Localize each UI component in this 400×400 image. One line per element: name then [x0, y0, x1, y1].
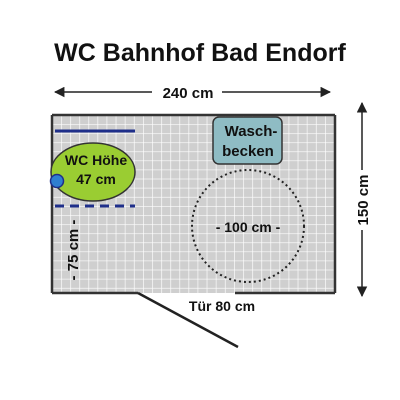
toilet-label-line1: WC Höhe [65, 152, 127, 168]
washbasin-box [212, 116, 283, 165]
door-label: Tür 80 cm [189, 298, 255, 314]
height-label-bg [352, 170, 372, 230]
washbasin-label-line2: becken [222, 143, 274, 160]
flush-button-icon [49, 173, 65, 189]
width-label: 240 cm [163, 85, 214, 102]
washbasin: Wasch- becken [212, 116, 283, 165]
toilet-bowl [50, 142, 136, 202]
height-dimension: 150 cm [352, 101, 372, 298]
width-label-bg [152, 82, 222, 102]
turning-circle-outline [191, 169, 305, 283]
distance-label: - 75 cm - [65, 220, 82, 281]
plan-title: WC Bahnhof Bad Endorf [54, 39, 346, 67]
room-floor [52, 115, 335, 293]
toilet-label-line2: 47 cm [76, 171, 116, 187]
width-dimension: 240 cm [53, 82, 332, 102]
door-leaf [137, 291, 239, 349]
turning-circle-label: - 100 cm - [216, 219, 281, 235]
turning-circle: - 100 cm - [191, 169, 305, 283]
washbasin-label-line1: Wasch- [225, 123, 278, 140]
toilet: WC Höhe 47 cm [49, 142, 136, 202]
height-label: 150 cm [355, 175, 372, 226]
room-walls [50, 113, 337, 295]
